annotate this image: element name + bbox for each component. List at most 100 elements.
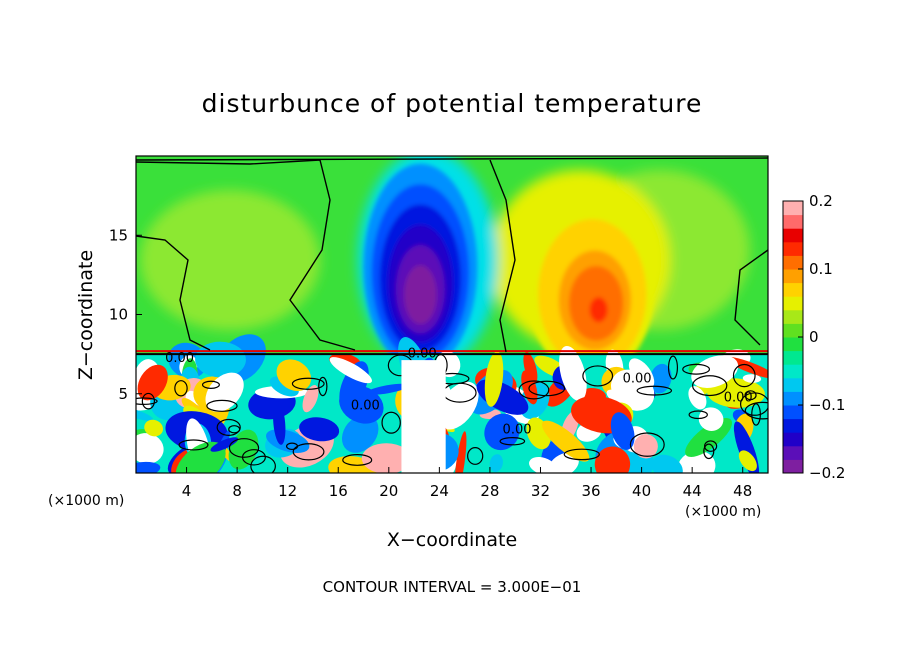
contour-label: 0.00 [623,372,652,387]
boundary-contour-17 [636,385,673,396]
boundary-contour-18 [318,376,328,397]
boundary-contour-27 [692,375,728,397]
boundary-contour-4 [467,447,484,465]
contour-label: 0.00 [165,351,194,366]
boundary-blob-82 [738,450,757,472]
boundary-blob-139 [610,412,635,450]
colorbar-swatch [783,282,803,297]
x-tick-label: 36 [581,482,600,500]
colorbar-swatch [783,350,803,365]
boundary-contour-16 [228,425,241,434]
x-tick-label: 16 [329,482,348,500]
boundary-blob-133 [175,441,226,473]
boundary-blob-123 [137,364,168,401]
boundary-blob-93 [698,407,724,431]
chart-title: disturbunce of potential temperature [202,89,703,118]
boundary-layer [136,334,768,473]
boundary-contour-21 [751,403,761,426]
boundary-contour-8 [228,438,260,458]
boundary-blob-44 [302,385,319,413]
boundary-blob-126 [541,420,590,462]
boundary-contour-33 [141,392,156,410]
boundary-blob-80 [707,378,765,408]
boundary-contour-24 [518,380,550,400]
colorbar-swatch [783,309,803,324]
boundary-blob-96 [361,443,412,473]
x-tick-label: 48 [733,482,752,500]
boundary-blob-22 [523,352,538,385]
zero-contour-left [136,159,356,351]
x-unit-label: (×1000 m) [48,493,124,509]
colorbar-swatch [783,269,803,284]
boundary-contour-32 [291,377,325,390]
x-tick-label: 8 [232,482,242,500]
updraft-column [401,360,446,473]
boundary-blob-107 [484,413,520,451]
boundary-contour-36 [241,449,266,466]
cold-anomaly [363,163,478,370]
y-axis-label: Z−coordinate [75,250,97,380]
colorbar-swatch [783,405,803,420]
boundary-contour-13 [688,410,708,420]
boundary-blob-130 [529,456,557,473]
x-tick-label: 32 [531,482,550,500]
y-axis: 5 10 15 [109,226,142,403]
x-tick-label: 20 [379,482,398,500]
boundary-blob-131 [144,419,164,437]
colorbar-swatch [783,377,803,392]
colorbar-swatch [783,201,803,216]
x-tick-label: 12 [278,482,297,500]
x-axis: 4 8 12 16 20 24 28 32 36 40 44 48 [182,467,752,500]
colorbar-swatch [783,228,803,243]
colorbar-swatch [783,445,803,460]
boundary-contour-20 [732,363,756,388]
boundary-blob-78 [273,401,286,445]
z-unit-label: (×1000 m) [685,504,761,520]
colorbar-swatch [783,418,803,433]
boundary-contour-31 [499,436,526,446]
contour-label: 0.00 [351,399,380,414]
boundary-blob-128 [454,431,467,473]
boundary-blob-118 [742,374,762,383]
contour-label-group: 0.00 0.00 0.00 0.00 0.00 0.00 [165,346,753,437]
warm-anomaly [527,203,655,378]
boundary-blob-69 [136,433,164,464]
boundary-blob-95 [341,414,379,453]
boundary-blob-71 [685,418,733,457]
zero-contour-right [489,159,516,353]
x-tick-label: 24 [430,482,449,500]
boundary-contour-25 [582,365,614,387]
boundary-blob-74 [136,461,161,473]
colorbar-tick-label: 0 [809,328,819,346]
boundary-contour-22 [704,440,718,452]
boundary-blob-106 [724,356,768,379]
boundary-blob-104 [366,383,409,395]
boundary-blob-92 [651,454,683,473]
boundary-blob-50 [688,386,707,410]
boundary-contour-37 [250,455,276,473]
boundary-contour-6 [667,355,679,380]
boundary-blob-137 [633,434,658,459]
boundary-blob-129 [276,359,312,392]
boundary-contour-34 [744,390,757,401]
x-tick-label: 40 [632,482,651,500]
x-tick-label: 4 [182,482,192,500]
colorbar-swatch [783,391,803,406]
boundary-blob-90 [329,357,372,384]
boundary-contour-39 [528,380,566,397]
colorbar-tick-label: 0.1 [809,260,833,278]
colorbar: −0.2 −0.1 0 0.1 0.2 [782,192,845,482]
boundary-contour-19 [292,443,325,461]
y-tick-label: 10 [109,306,128,324]
colorbar-swatch [783,255,803,270]
boundary-blob-49 [594,446,631,473]
x-axis-label: X−coordinate [387,529,517,551]
boundary-blob-57 [489,454,503,472]
colorbar-tick-label: −0.2 [809,464,845,482]
boundary-blob-120 [299,417,340,442]
boundary-contour-5 [744,401,768,420]
boundary-contour-35 [201,380,220,389]
light-green-region-left [140,190,320,330]
boundary-contour-9 [342,454,373,466]
